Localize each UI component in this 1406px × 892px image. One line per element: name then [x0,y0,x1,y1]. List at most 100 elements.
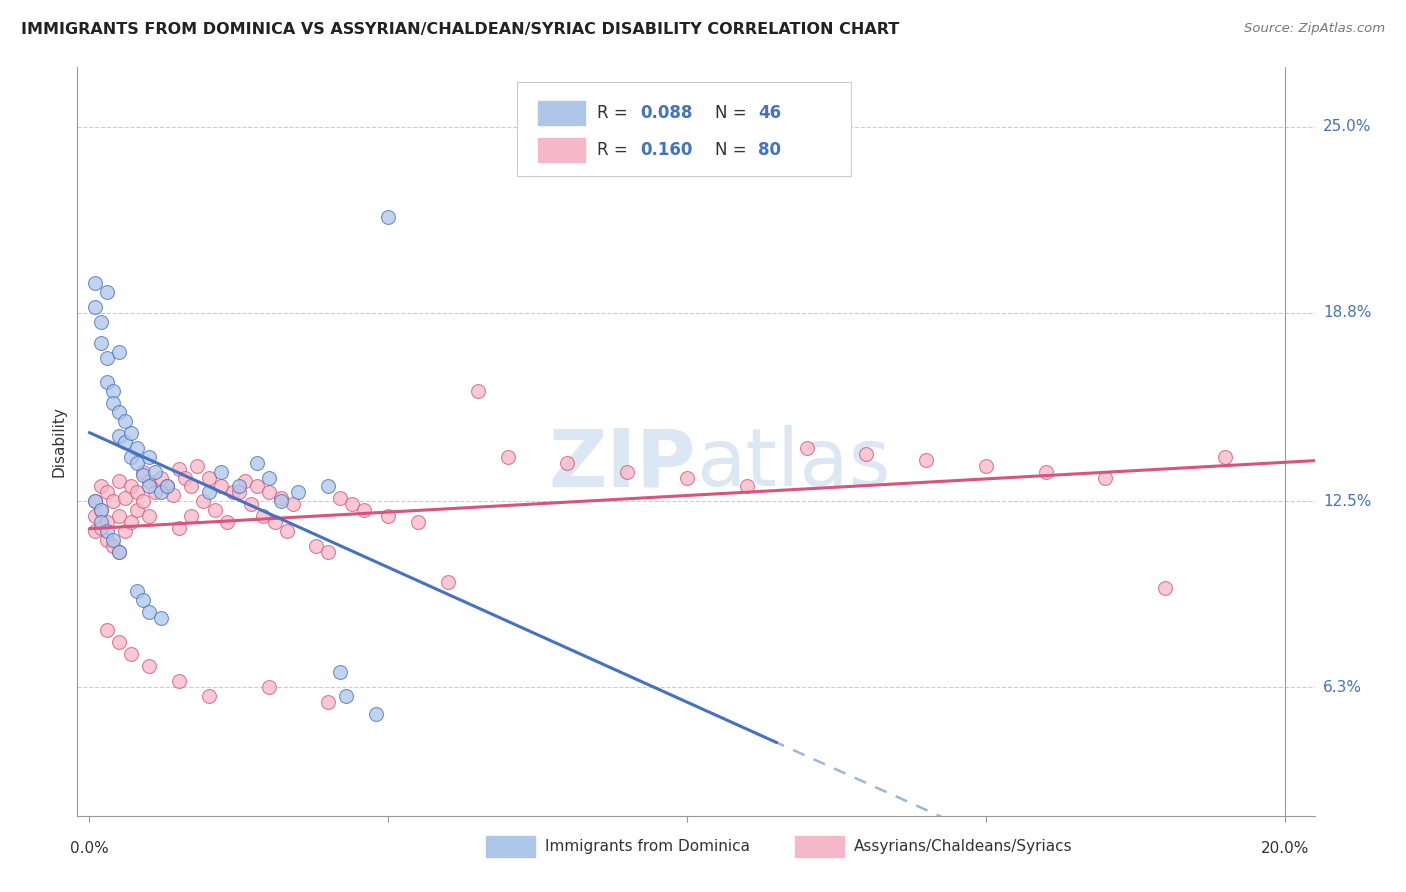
Point [132,494,155,508]
Point [263,516,285,530]
Point [252,509,274,524]
Point [96,533,118,548]
Text: 0.088: 0.088 [640,103,693,121]
Text: 18.8%: 18.8% [1323,305,1371,320]
Point [228,485,250,500]
Point [222,485,245,500]
Point [180,509,202,524]
Point [406,516,429,530]
Point [270,494,292,508]
Point [855,446,877,460]
Point [84,509,107,524]
Point [90,315,112,329]
Point [198,470,221,484]
Text: 6.3%: 6.3% [1323,680,1362,695]
Point [318,695,340,709]
Point [108,428,131,442]
Point [1035,465,1057,479]
Point [138,606,160,620]
Point [103,395,125,409]
Point [96,375,118,389]
Text: 25.0%: 25.0% [1323,120,1371,135]
Point [127,441,149,455]
Bar [485,837,536,857]
Point [108,545,131,559]
Point [108,635,131,649]
Point [1154,582,1177,596]
Point [132,465,155,479]
Point [377,509,399,524]
Point [257,485,280,500]
Point [96,285,118,299]
Point [366,707,388,722]
Point [198,485,221,500]
Point [120,479,142,493]
Point [96,485,118,500]
Point [96,624,118,638]
Point [90,516,112,530]
Point [239,498,262,512]
Point [353,503,375,517]
Point [150,470,173,484]
Point [467,384,489,398]
Text: IMMIGRANTS FROM DOMINICA VS ASSYRIAN/CHALDEAN/SYRIAC DISABILITY CORRELATION CHAR: IMMIGRANTS FROM DOMINICA VS ASSYRIAN/CHA… [21,22,900,37]
Text: 0.0%: 0.0% [70,841,108,856]
Point [143,485,166,500]
Point [186,458,208,473]
Point [735,479,758,493]
Point [120,516,142,530]
Point [103,533,125,548]
Text: Source: ZipAtlas.com: Source: ZipAtlas.com [1244,22,1385,36]
Point [132,593,155,607]
Point [114,434,136,449]
Point [191,494,214,508]
Point [676,470,699,484]
Text: R =: R = [598,141,627,159]
Text: N =: N = [714,141,747,159]
Point [132,467,155,482]
Point [496,450,519,464]
Point [616,465,638,479]
Point [233,474,256,488]
Text: 80: 80 [758,141,780,159]
Point [162,488,184,502]
Point [108,545,131,559]
Point [257,470,280,484]
Point [174,470,197,484]
Point [1213,450,1236,464]
Point [437,575,460,590]
Point [287,485,309,500]
Point [167,521,190,535]
Point [90,503,112,517]
Point [143,465,166,479]
Point [96,351,118,365]
Point [204,503,226,517]
Point [84,494,107,508]
Point [246,456,269,470]
Bar [794,837,845,857]
Point [305,540,328,554]
Point [342,498,364,512]
Point [329,665,352,680]
Point [198,690,221,704]
Point [84,276,107,290]
Point [270,491,292,506]
Point [915,452,938,467]
Point [246,479,269,493]
Point [127,584,149,599]
Point [90,503,112,517]
Point [108,474,131,488]
Text: N =: N = [714,103,747,121]
Point [557,456,579,470]
Y-axis label: Disability: Disability [51,406,66,477]
Point [127,456,149,470]
Point [377,210,399,224]
Point [335,690,357,704]
Point [138,474,160,488]
Point [120,648,142,662]
Point [90,479,112,493]
Point [90,335,112,350]
Point [103,384,125,398]
Point [84,300,107,314]
Text: Assyrians/Chaldeans/Syriacs: Assyrians/Chaldeans/Syriacs [855,839,1073,855]
